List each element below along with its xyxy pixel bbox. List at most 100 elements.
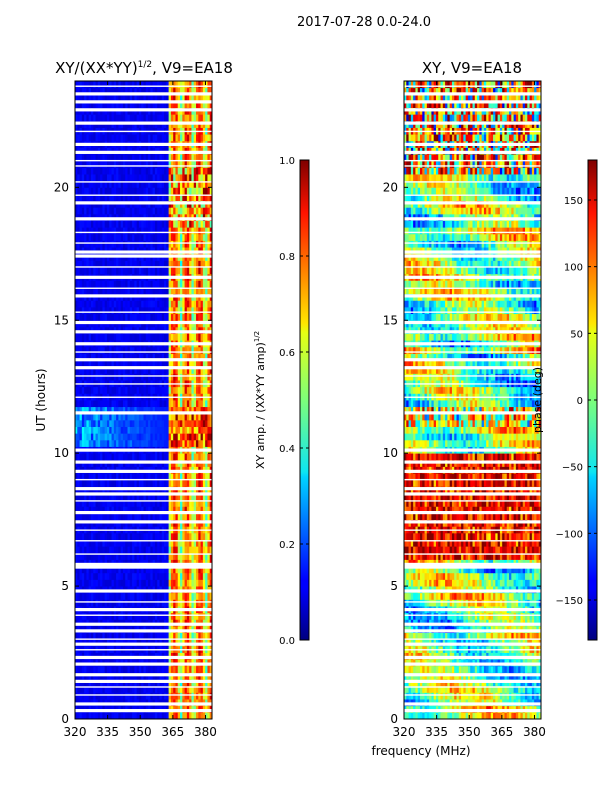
heatmap-cell [104,400,108,408]
heatmap-cell [132,552,135,560]
heatmap-cell [88,406,92,414]
heatmap-cell [125,592,128,600]
heatmap-cell [84,599,87,607]
heatmap-cell [189,692,192,700]
heatmap-cell [154,227,158,235]
heatmap-cell [132,373,135,381]
heatmap-cell [116,313,119,321]
heatmap-cell [109,300,112,308]
heatmap-cell [173,187,176,195]
heatmap-cell [170,599,174,607]
heatmap-cell [86,360,90,368]
heatmap-cell [168,406,172,414]
heatmap-cell [198,453,201,461]
heatmap-cell [129,240,133,248]
heatmap-cell [100,426,103,434]
heatmap-cell [152,506,156,514]
heatmap-cell [125,313,128,321]
heatmap-cell [134,300,138,308]
heatmap-cell [95,499,99,507]
heatmap-cell [164,360,167,368]
heatmap-cell [138,426,142,434]
heatmap-cell [184,346,188,354]
heatmap-cell [177,692,181,700]
heatmap-cell [129,566,133,574]
heatmap-cell [170,532,174,540]
heatmap-cell [134,233,138,241]
heatmap-cell [159,280,163,288]
heatmap-cell [138,313,142,321]
heatmap-cell [189,532,192,540]
heatmap-cell [88,267,92,275]
heatmap-cell [177,306,181,315]
heatmap-cell [120,566,124,574]
heatmap-cell [138,260,142,268]
heatmap-cell [184,280,188,288]
heatmap-cell [196,260,199,268]
heatmap-cell [175,413,179,421]
heatmap-cell [138,373,142,381]
heatmap-cell [90,632,94,640]
heatmap-cell [170,453,174,461]
heatmap-cell [161,353,165,361]
heatmap-cell [164,692,167,700]
heatmap-cell [143,300,147,308]
heatmap-cell [141,453,144,461]
heatmap-cell [202,267,206,275]
heatmap-cell [84,167,87,175]
heatmap-cell [81,300,85,308]
heatmap-cell [205,406,208,414]
heatmap-cell [120,280,124,288]
heatmap-cell [129,572,133,580]
heatmap-cell [138,512,142,521]
heatmap-cell [193,632,197,640]
heatmap-cell [102,532,106,540]
heatmap-cell [109,267,112,275]
heatmap-cell [77,579,80,587]
heatmap-cell [189,233,192,241]
heatmap-cell [127,599,131,607]
heatmap-cell [93,539,96,547]
heatmap-cell [125,227,128,235]
heatmap-cell [180,665,183,673]
heatmap-cell [207,612,211,620]
heatmap-cell [177,366,181,374]
heatmap-cell [95,180,99,188]
heatmap-cell [106,506,110,514]
heatmap-cell [104,599,108,607]
heatmap-cell [161,439,165,447]
heatmap-cell [198,546,201,554]
heatmap-cell [136,579,140,587]
heatmap-cell [143,612,147,620]
heatmap-cell [152,287,156,295]
heatmap-cell [200,426,204,434]
heatmap-cell [148,439,151,447]
heatmap-cell [95,433,99,441]
heatmap-cell [111,180,115,188]
heatmap-cell [111,240,115,248]
heatmap-cell [164,267,167,275]
heatmap-cell [104,546,108,554]
heatmap-cell [152,373,156,381]
heatmap-cell [90,233,94,241]
heatmap-cell [138,632,142,640]
heatmap-cell [205,306,208,315]
heatmap-cell [93,413,96,421]
heatmap-cell [198,187,201,195]
heatmap-cell [170,360,174,368]
heatmap-cell [109,260,112,268]
heatmap-cell [152,220,156,228]
heatmap-cell [134,532,138,540]
heatmap-cell [152,572,156,580]
heatmap-cell [152,174,156,182]
heatmap-cell [166,473,170,481]
heatmap-cell [148,287,151,295]
heatmap-cell [148,233,151,241]
heatmap-cell [145,207,149,215]
heatmap-cell [138,506,142,514]
heatmap-cell [200,572,204,580]
heatmap-cell [116,386,119,394]
heatmap-cell [202,479,206,487]
heatmap-cell [118,220,122,228]
heatmap-cell [116,506,119,514]
